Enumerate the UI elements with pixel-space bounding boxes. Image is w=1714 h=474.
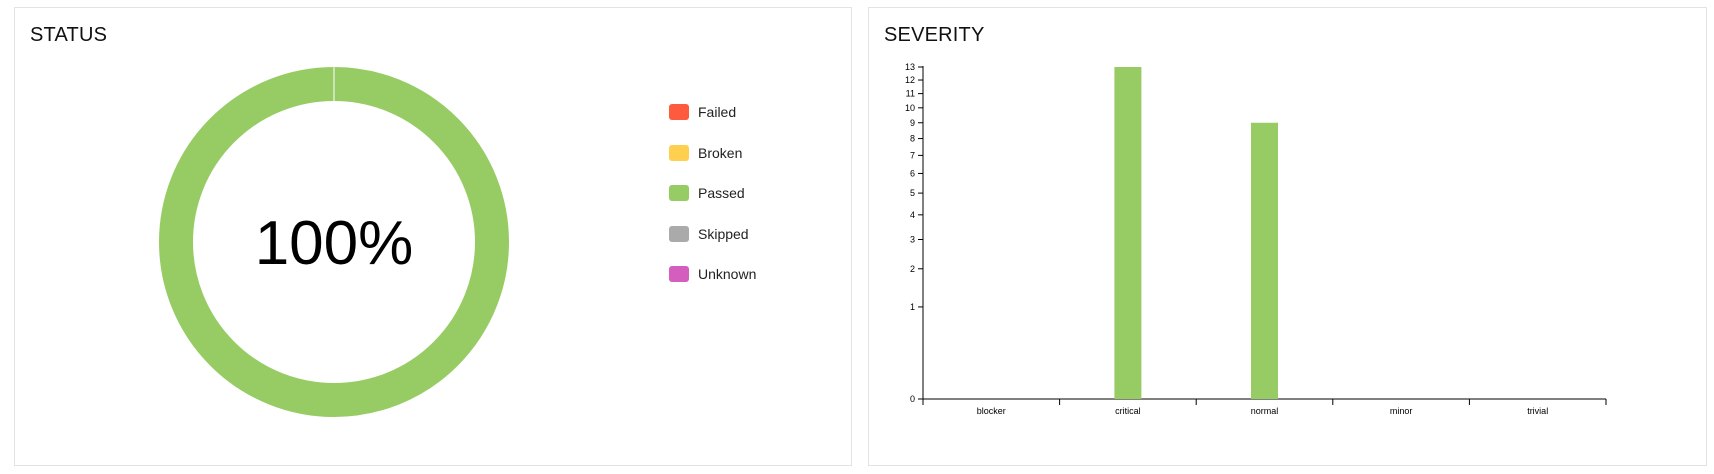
legend-swatch-failed	[669, 104, 689, 120]
legend-item-failed[interactable]: Failed	[669, 103, 756, 121]
y-tick-label: 6	[910, 168, 915, 178]
y-tick-label: 5	[910, 188, 915, 198]
legend-label-failed: Failed	[698, 104, 737, 120]
legend-item-unknown[interactable]: Unknown	[669, 265, 756, 283]
y-tick-label: 2	[910, 264, 915, 274]
legend-swatch-passed	[669, 185, 689, 201]
y-tick-label: 10	[905, 103, 915, 113]
y-tick-label: 4	[910, 210, 915, 220]
bar-critical[interactable]	[1114, 67, 1142, 399]
y-tick-label: 11	[906, 89, 915, 99]
severity-title: SEVERITY	[884, 24, 985, 46]
y-tick-label: 9	[910, 118, 915, 128]
legend-item-broken[interactable]: Broken	[669, 144, 756, 162]
status-title: STATUS	[30, 24, 108, 46]
y-tick-label: 3	[910, 235, 915, 245]
legend-item-skipped[interactable]: Skipped	[669, 225, 756, 243]
legend-label-skipped: Skipped	[698, 225, 749, 242]
y-tick-label: 12	[905, 75, 915, 85]
bar-normal[interactable]	[1251, 122, 1278, 399]
status-donut-chart: 100%	[159, 67, 509, 417]
y-tick-label: 8	[910, 134, 915, 144]
x-tick-label-normal: normal	[1251, 406, 1279, 416]
x-tick-label-trivial: trivial	[1527, 406, 1548, 416]
status-panel: STATUS 100% Failed Broken Passed Skipped…	[14, 7, 852, 466]
y-tick-label: 1	[910, 302, 915, 312]
legend-label-unknown: Unknown	[698, 266, 757, 282]
severity-panel: SEVERITY 0 1 2 3 4 5 6 7 8 9 10 11 12 13 blocker critic…	[868, 7, 1707, 466]
status-legend: Failed Broken Passed Skipped Unknown	[669, 103, 756, 306]
legend-swatch-skipped	[669, 225, 689, 242]
y-tick-label: 7	[910, 150, 915, 160]
x-tick-label-blocker: blocker	[977, 406, 1006, 416]
legend-item-passed[interactable]: Passed	[669, 184, 756, 202]
legend-swatch-unknown	[669, 266, 689, 282]
legend-label-broken: Broken	[698, 144, 743, 161]
legend-swatch-broken	[669, 144, 689, 161]
y-tick-label: 0	[910, 394, 915, 404]
y-tick-label: 13	[905, 62, 915, 72]
x-tick-label-minor: minor	[1390, 406, 1413, 416]
legend-label-passed: Passed	[698, 185, 745, 201]
x-tick-label-critical: critical	[1115, 406, 1141, 416]
donut-center-label: 100%	[255, 209, 414, 278]
